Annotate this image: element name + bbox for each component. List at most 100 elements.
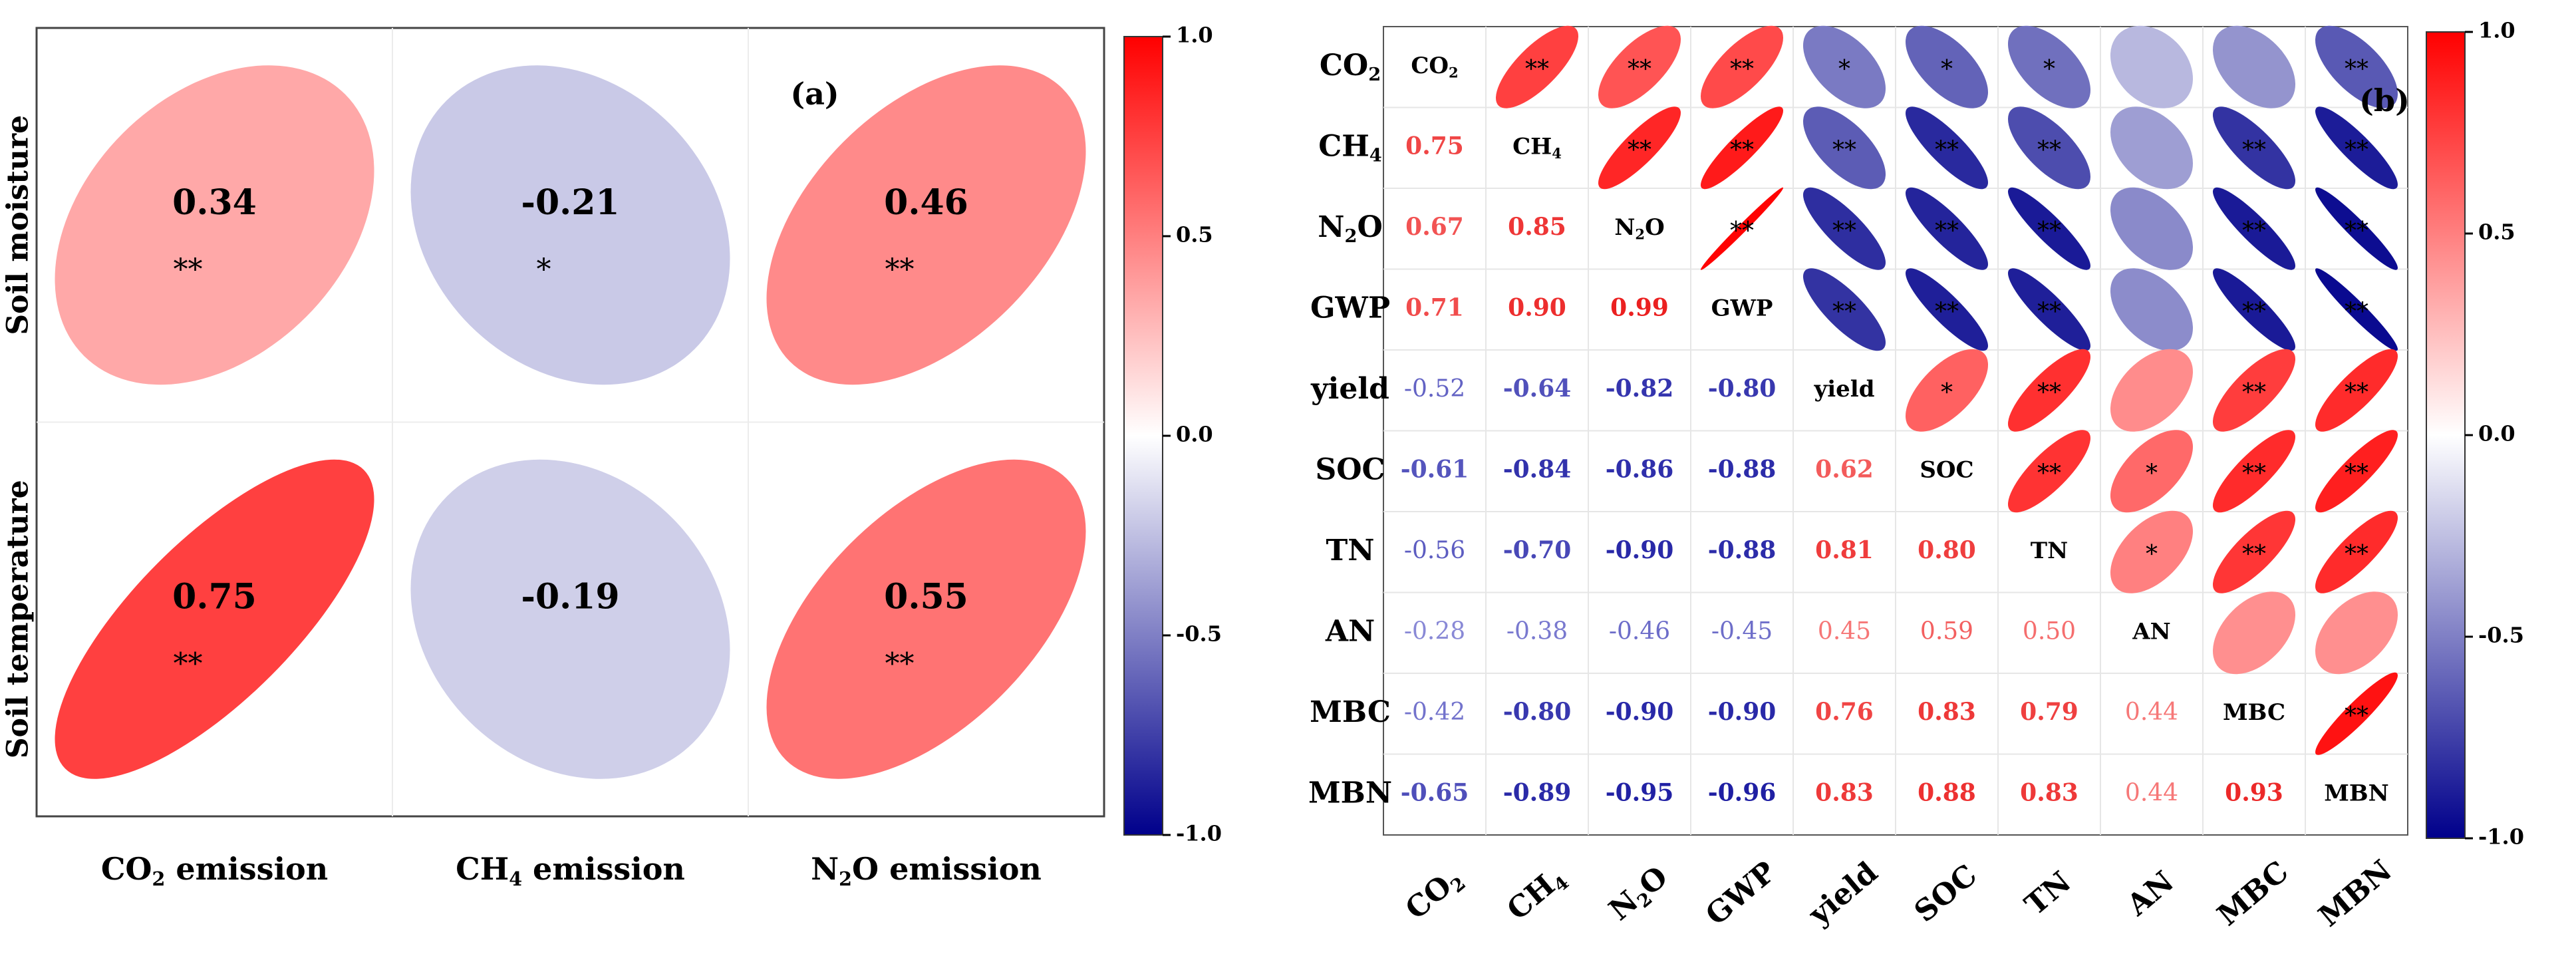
panel-b-row-label: yield bbox=[1310, 371, 1389, 405]
panel-a-value: 0.75 bbox=[172, 576, 257, 617]
panel-b-col-label: SOC bbox=[1908, 858, 1983, 929]
panel-b-diagonal-label-post: O bbox=[1645, 214, 1665, 241]
panel-b-value: -0.65 bbox=[1401, 778, 1469, 806]
panel-b-value: 0.83 bbox=[1815, 778, 1874, 806]
panel-b-row-label: MBC bbox=[1310, 695, 1391, 729]
panel-b-diagonal-label: SOC bbox=[1920, 456, 1973, 483]
panel-b-col-label: AN bbox=[2120, 864, 2180, 923]
panel-b-row-label-pre: GWP bbox=[1310, 291, 1390, 325]
panel-a-significance: * bbox=[537, 253, 551, 287]
panel-b-significance: ** bbox=[1832, 218, 1856, 245]
panel-b-diagonal-label-sub: 4 bbox=[1552, 144, 1562, 161]
panel-b-colorbar-bar bbox=[2426, 31, 2466, 839]
panel-b-col-label: MBC bbox=[2211, 854, 2295, 932]
panel-b-ellipse bbox=[1598, 106, 1681, 190]
panel-b-ellipse bbox=[2007, 106, 2090, 190]
panel-a-col-label: CH4 emission bbox=[456, 851, 685, 890]
panel-a-col-label-sub: 2 bbox=[839, 867, 852, 890]
panel-b-ellipse bbox=[2212, 268, 2295, 351]
panel-b-significance: * bbox=[2043, 56, 2055, 83]
panel-b-ellipse bbox=[1803, 25, 1886, 108]
panel-b-value: -0.28 bbox=[1404, 617, 1465, 645]
panel-b-diagonal-label-pre: yield bbox=[1814, 376, 1875, 403]
panel-b-significance: * bbox=[1941, 379, 1953, 407]
panel-b-diagonal-label-pre: SOC bbox=[1920, 456, 1973, 483]
panel-b-ellipse bbox=[1598, 25, 1681, 108]
panel-b-significance: ** bbox=[1730, 136, 1754, 164]
panel-b-ellipse bbox=[2315, 591, 2398, 675]
panel-b-value: -0.56 bbox=[1404, 537, 1465, 564]
panel-b-colorbar-tick-label: 0.5 bbox=[2478, 220, 2515, 245]
panel-b-label: (b) bbox=[2359, 82, 2410, 118]
panel-b-row-label: TN bbox=[1326, 533, 1375, 567]
panel-b-value: 0.67 bbox=[1405, 213, 1464, 241]
panel-b-value: -0.86 bbox=[1606, 455, 1674, 483]
panel-a-colorbar-tick-label: -1.0 bbox=[1176, 821, 1222, 846]
panel-b-ellipse bbox=[2007, 25, 2090, 108]
panel-b-row-label-pre: CO bbox=[1320, 48, 1368, 82]
panel-b-ellipse bbox=[1495, 25, 1578, 108]
panel-b-value: -0.45 bbox=[1711, 617, 1773, 645]
panel-b-row-label-pre: N bbox=[1318, 210, 1344, 244]
panel-a-colorbar-tick-label: 0.5 bbox=[1176, 222, 1213, 247]
panel-b-value: -0.90 bbox=[1708, 698, 1777, 726]
panel-a-ellipse bbox=[766, 459, 1086, 779]
panel-a-col-label-sub: 2 bbox=[152, 867, 166, 890]
panel-a-significance: ** bbox=[174, 647, 203, 681]
panel-a-colorbar-tick-label: 0.0 bbox=[1176, 422, 1213, 447]
panel-b-significance: ** bbox=[1832, 298, 1856, 325]
panel-b-value: -0.61 bbox=[1401, 455, 1469, 483]
panel-b-row-label-pre: SOC bbox=[1315, 452, 1385, 486]
panel-b-row-label-pre: AN bbox=[1325, 614, 1375, 648]
panel-b-diagonal-label-pre: CO bbox=[1411, 53, 1449, 79]
panel-b-value: 0.71 bbox=[1405, 293, 1464, 321]
panel-a-significance: ** bbox=[885, 253, 915, 287]
panel-b-value: 0.81 bbox=[1815, 536, 1874, 564]
panel-a-ellipse bbox=[766, 65, 1086, 385]
panel-a-significance: ** bbox=[174, 253, 203, 287]
panel-b-col-label: TN bbox=[2019, 865, 2078, 922]
panel-b-significance: ** bbox=[2345, 218, 2368, 245]
panel-b-value: 0.45 bbox=[1818, 617, 1871, 645]
panel-b-ellipse bbox=[2315, 187, 2398, 270]
panel-a-label: (a) bbox=[790, 76, 839, 112]
panel-b-diagonal-label: CH4 bbox=[1512, 133, 1562, 161]
panel-b-significance: ** bbox=[2345, 460, 2368, 487]
panel-b-value: -0.80 bbox=[1503, 698, 1572, 726]
panel-b-row-label-pre: TN bbox=[1326, 533, 1375, 567]
panel-a-row-label: Soil temperature bbox=[1, 480, 35, 758]
panel-b-colorbar-tick-label: -0.5 bbox=[2478, 623, 2524, 648]
panel-b-diagonal-label: GWP bbox=[1711, 295, 1773, 321]
panel-b-diagonal-label-sub: 2 bbox=[1449, 64, 1459, 81]
panel-b-row-label: GWP bbox=[1310, 291, 1390, 325]
panel-a-value: 0.55 bbox=[884, 576, 968, 617]
panel-b-value: 0.80 bbox=[1918, 536, 1976, 564]
panel-b-value: 0.79 bbox=[2020, 698, 2078, 726]
panel-b-diagonal-label: yield bbox=[1814, 376, 1875, 403]
panel-b-row-label-pre: CH bbox=[1318, 129, 1369, 163]
panel-b-diagonal-label-pre: CH bbox=[1512, 133, 1552, 160]
panel-b-significance: ** bbox=[1730, 218, 1754, 245]
panel-a-col-label-pre: CO bbox=[101, 851, 152, 887]
panel-a-col-label: CO2 emission bbox=[101, 851, 328, 890]
panel-b-significance: ** bbox=[2345, 379, 2368, 407]
panel-b-value: -0.88 bbox=[1708, 536, 1777, 564]
panel-b-significance: ** bbox=[2242, 379, 2266, 407]
panel-b-significance: ** bbox=[2037, 460, 2061, 487]
panel-b-ellipse bbox=[2315, 106, 2398, 190]
panel-b-diagonal-label-pre: N bbox=[1614, 214, 1635, 241]
panel-b: CO2 ** ** ** * * * **0.75 CH4 ** ** ** ** ** ** **0.67 0… bbox=[1308, 18, 2524, 933]
panel-b-value: 0.83 bbox=[1918, 698, 1976, 726]
panel-b-ellipse bbox=[1701, 187, 1784, 270]
panel-b-value: -0.88 bbox=[1708, 455, 1777, 483]
panel-b-ellipse bbox=[2007, 187, 2090, 270]
panel-b-diagonal-label: N2O bbox=[1614, 214, 1664, 242]
panel-b-diagonal-label-pre: TN bbox=[2031, 538, 2068, 564]
panel-b-ellipse bbox=[1701, 25, 1784, 108]
panel-b-value: -0.42 bbox=[1404, 699, 1465, 726]
panel-a-colorbar-tick-label: -0.5 bbox=[1176, 621, 1222, 647]
panel-b-ellipse bbox=[1906, 187, 1989, 270]
panel-b-value: -0.84 bbox=[1503, 455, 1572, 483]
panel-b-value: 0.90 bbox=[1508, 293, 1566, 321]
panel-b-row-label-pre: MBN bbox=[1308, 776, 1392, 810]
